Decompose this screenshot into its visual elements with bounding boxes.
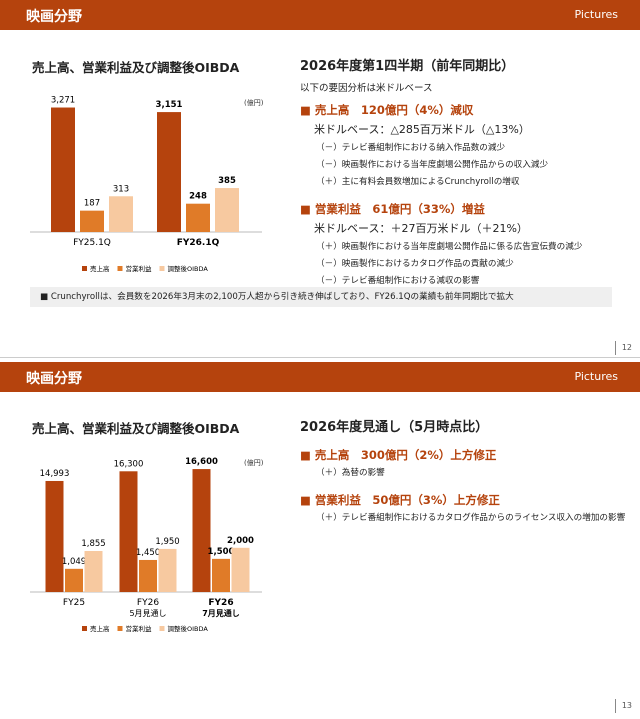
heading: 2026年度第1四半期（前年同期比） xyxy=(300,59,515,74)
header-brand: Pictures xyxy=(574,370,618,383)
section: 売上高 300億円（2%）上方修正 （＋）為替の影響 xyxy=(300,447,635,478)
section-title: 営業利益 50億円（3%）上方修正 xyxy=(300,492,635,508)
bar xyxy=(51,107,75,232)
value-label: 313 xyxy=(113,184,129,194)
legend-swatch xyxy=(159,266,165,271)
header-bar: 映画分野 Pictures xyxy=(0,362,640,392)
header-title: 映画分野 xyxy=(26,371,82,387)
page-number: 13 xyxy=(614,699,632,713)
category-label: FY25.1Q xyxy=(73,238,111,248)
legend-swatch xyxy=(82,266,87,271)
unit-label: (億円) xyxy=(244,98,264,107)
slide: 映画分野 Pictures 2026年度見通し（5月時点比） 売上高 300億円（2%… xyxy=(0,362,640,719)
header-bar: 映画分野 Pictures xyxy=(0,0,640,30)
section-subtitle: 米ドルベース：△285百万米ドル（△13%） xyxy=(314,123,530,136)
value-label: 3,271 xyxy=(51,96,75,106)
chart: (億円)FY2514,9931,0491,855FY265月見通し16,3001… xyxy=(30,457,264,633)
value-label: 1,855 xyxy=(81,539,105,549)
bar xyxy=(80,210,104,232)
value-label: 16,300 xyxy=(114,459,144,469)
factor: （－）テレビ番組制作における減収の影響 xyxy=(316,276,480,286)
section-title: 売上高 300億円（2%）上方修正 xyxy=(300,447,635,463)
bar xyxy=(231,547,250,592)
bar xyxy=(157,112,181,232)
bar xyxy=(119,471,138,592)
legend-swatch xyxy=(117,266,123,271)
factor: （－）映画製作における当年度劇場公開作品からの収入減少 xyxy=(316,160,549,170)
legend-label: 営業利益 xyxy=(126,264,153,273)
category-label: FY25 xyxy=(63,598,85,608)
factor: （＋）主に有料会員数増加によるCrunchyrollの増収 xyxy=(316,177,520,187)
bar xyxy=(139,559,157,592)
category-label: FY26 xyxy=(137,598,159,608)
category-note: 7月見通し xyxy=(202,608,240,618)
factor: （－）テレビ番組制作における納入作品数の減少 xyxy=(316,143,506,153)
section: 営業利益 50億円（3%）上方修正 （＋）テレビ番組制作におけるカタログ作品からの… xyxy=(300,492,635,523)
legend-swatch xyxy=(117,626,123,631)
value-label: 16,600 xyxy=(185,457,218,467)
value-label: 1,500 xyxy=(208,547,235,557)
legend-label: 売上高 xyxy=(90,264,110,273)
bar xyxy=(192,469,211,592)
bar xyxy=(158,548,177,592)
value-label: 1,950 xyxy=(155,537,179,547)
chart: (億円) FY25.1Q 3,271 187 313 FY26.1Q 3,151 248 385… xyxy=(30,96,264,273)
heading: 2026年度見通し（5月時点比） xyxy=(300,420,489,435)
legend-label: 売上高 xyxy=(90,624,110,633)
legend-swatch xyxy=(159,626,165,631)
legend-label: 調整後OIBDA xyxy=(168,264,209,273)
value-label: 1,049 xyxy=(62,557,86,567)
chart-title: 売上高、営業利益及び調整後OIBDA xyxy=(32,60,240,75)
section-title: 売上高 120億円（4%）減収 xyxy=(300,102,635,118)
header-brand: Pictures xyxy=(574,8,618,21)
value-label: 187 xyxy=(84,199,100,209)
value-label: 385 xyxy=(218,176,236,186)
factor: （－）映画製作におけるカタログ作品の貢献の減少 xyxy=(316,259,514,269)
section-subtitle: 米ドルベース：＋27百万米ドル（＋21%） xyxy=(314,222,528,235)
value-label: 3,151 xyxy=(156,100,183,110)
factor: （＋）映画製作における当年度劇場公開作品に係る広告宣伝費の減少 xyxy=(316,242,583,252)
page-number: 12 xyxy=(614,341,632,355)
category-label: FY26 xyxy=(208,598,233,608)
footnote: ■ Crunchyrollは、会員数を2026年3月末の2,100万人超から引き… xyxy=(30,287,612,307)
bar xyxy=(45,480,64,592)
slide: 映画分野 Pictures 2026年度第1四半期（前年同期比） 以下の要因分析は米ド… xyxy=(0,0,640,358)
category-note: 5月見通し xyxy=(129,608,166,618)
category-label: FY26.1Q xyxy=(177,238,220,248)
unit-label: (億円) xyxy=(244,458,264,467)
factor: （＋）為替の影響 xyxy=(316,468,385,478)
note: 以下の要因分析は米ドルベース xyxy=(300,83,433,94)
value-label: 1,450 xyxy=(136,548,160,558)
analysis: 2026年度見通し（5月時点比） 売上高 300億円（2%）上方修正 （＋）為替の影… xyxy=(300,416,635,537)
chart-title: 売上高、営業利益及び調整後OIBDA xyxy=(32,421,240,436)
section-title: 営業利益 61億円（33%）増益 xyxy=(300,201,635,217)
bullet: ■ xyxy=(40,292,51,302)
value-label: 2,000 xyxy=(227,536,254,546)
value-label: 14,993 xyxy=(40,469,70,479)
header-title: 映画分野 xyxy=(26,9,82,25)
analysis: 2026年度第1四半期（前年同期比） 以下の要因分析は米ドルベース売上高 120億… xyxy=(300,55,635,300)
legend-label: 調整後OIBDA xyxy=(168,624,209,633)
footnote-text: Crunchyrollは、会員数を2026年3月末の2,100万人超から引き続き… xyxy=(50,292,514,302)
value-label: 248 xyxy=(189,192,207,202)
legend-label: 営業利益 xyxy=(126,624,153,633)
bar xyxy=(109,196,133,232)
bar xyxy=(215,188,239,232)
bar xyxy=(186,203,210,232)
legend-swatch xyxy=(82,626,87,631)
bar xyxy=(65,568,83,592)
bar xyxy=(212,558,230,592)
factor: （＋）テレビ番組制作におけるカタログ作品からのライセンス収入の増加の影響 xyxy=(316,513,626,523)
bar xyxy=(84,551,103,592)
